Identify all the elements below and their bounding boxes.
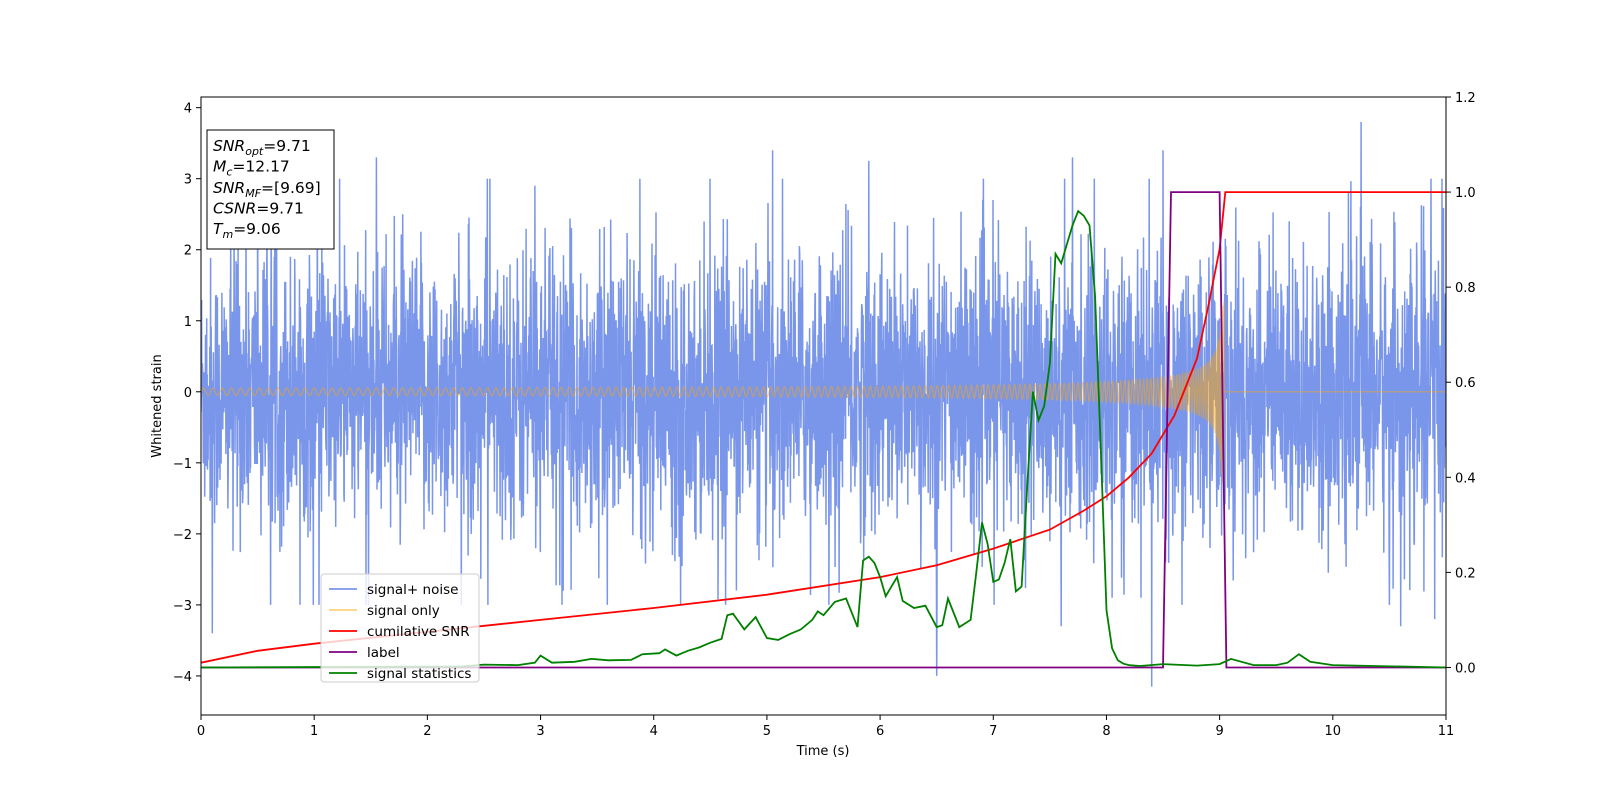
x-tick-label: 6	[876, 724, 884, 739]
y-axis-right: 0.0 0.2 0.4 0.6 0.8 1.0 1.2	[1446, 91, 1476, 676]
legend-label: cumilative SNR	[367, 624, 470, 640]
x-tick-label: 9	[1215, 724, 1223, 739]
info-line: Tm=9.06	[213, 220, 281, 241]
y-axis-label: Whitened strain	[150, 354, 165, 457]
y-left-tick-label: 1	[184, 315, 192, 330]
info-symbol: CSNR	[213, 200, 256, 218]
legend-label: label	[367, 645, 400, 661]
info-symbol: SNR	[213, 137, 245, 155]
y-left-tick-label: 2	[184, 244, 192, 259]
info-box-frame	[206, 129, 335, 250]
x-tick-label: 7	[989, 724, 997, 739]
y-left-tick-label: −1	[173, 457, 192, 472]
x-tick-label: 11	[1438, 724, 1455, 739]
x-tick-label: 0	[197, 724, 205, 739]
legend-label: signal only	[367, 603, 440, 619]
info-line: Mc=12.17	[213, 158, 290, 179]
x-tick-label: 8	[1102, 724, 1110, 739]
info-subscript: m	[222, 228, 233, 241]
x-tick-label: 2	[423, 724, 431, 739]
info-value: =9.06	[233, 220, 281, 238]
y-right-tick-label: 0.2	[1455, 566, 1476, 581]
legend-label: signal+ noise	[367, 582, 458, 598]
info-value: =[9.69]	[261, 179, 321, 197]
info-value: =9.71	[256, 200, 304, 218]
legend: signal+ noise signal only cumilative SNR la…	[320, 573, 480, 683]
y-left-tick-label: 0	[184, 386, 192, 401]
x-axis: 0 1 2 3 4 5 6 7 8 9 10 11	[197, 715, 1454, 739]
info-subscript: opt	[245, 145, 264, 158]
y-left-tick-label: 4	[184, 102, 192, 117]
info-value: =9.71	[263, 137, 311, 155]
y-axis-left: −4 −3 −2 −1 0 1 2 3 4	[173, 102, 201, 685]
x-tick-label: 10	[1325, 724, 1342, 739]
y-right-tick-label: 1.2	[1455, 91, 1476, 106]
y-right-tick-label: 0.0	[1455, 661, 1476, 676]
legend-frame	[320, 573, 480, 683]
info-line: CSNR=9.71	[213, 200, 304, 218]
y-left-tick-label: −2	[173, 528, 192, 543]
y-right-tick-label: 0.6	[1455, 376, 1476, 391]
series-signal-statistics	[201, 209, 1446, 669]
y-right-tick-label: 0.8	[1455, 281, 1476, 296]
series-label	[201, 191, 1446, 669]
y-right-tick-label: 0.4	[1455, 471, 1476, 486]
series-signal-only	[201, 301, 1446, 483]
y-left-tick-label: −3	[173, 599, 192, 614]
x-tick-label: 4	[650, 724, 658, 739]
x-tick-label: 5	[763, 724, 771, 739]
x-axis-label: Time (s)	[796, 744, 850, 759]
info-symbol: M	[213, 158, 226, 176]
x-tick-label: 3	[536, 724, 544, 739]
y-left-tick-label: 3	[184, 173, 192, 188]
legend-label: signal statistics	[367, 666, 471, 682]
info-subscript: c	[226, 166, 232, 179]
info-subscript: MF	[245, 187, 261, 200]
info-value: =12.17	[232, 158, 289, 176]
info-box: SNRopt=9.71Mc=12.17SNRMF=[9.69]CSNR=9.71…	[206, 129, 335, 250]
plot-frame	[200, 96, 1447, 716]
x-tick-label: 1	[310, 724, 318, 739]
series-signal-noise	[201, 121, 1446, 687]
info-symbol: T	[213, 220, 224, 238]
info-symbol: SNR	[213, 179, 245, 197]
y-right-tick-label: 1.0	[1455, 186, 1476, 201]
y-left-tick-label: −4	[173, 670, 192, 685]
info-line: SNRopt=9.71	[213, 137, 311, 158]
info-line: SNRMF=[9.69]	[213, 179, 321, 200]
